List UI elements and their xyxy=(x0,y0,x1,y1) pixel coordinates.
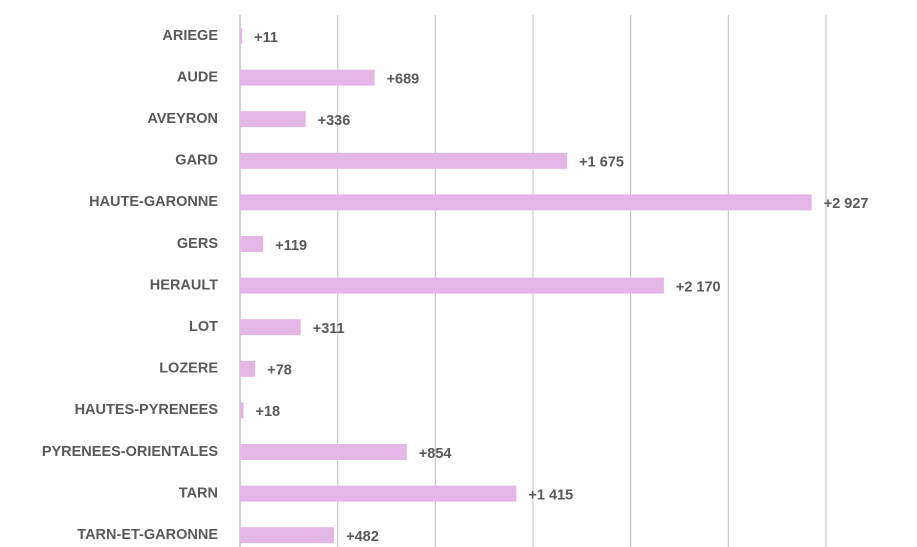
bar xyxy=(240,485,517,502)
value-label: +119 xyxy=(275,238,307,254)
y-tick-label: TARN xyxy=(179,485,218,501)
value-label: +689 xyxy=(387,71,420,87)
bar xyxy=(240,402,244,419)
bar xyxy=(240,152,568,169)
bar xyxy=(240,319,301,336)
y-tick-label: GERS xyxy=(177,236,218,252)
y-tick-label: HERAULT xyxy=(150,277,218,293)
bar xyxy=(240,277,664,294)
y-tick-label: GARD xyxy=(175,153,218,169)
bar xyxy=(240,236,264,252)
bar xyxy=(240,111,306,128)
y-tick-label: HAUTES-PYRENEES xyxy=(75,402,219,418)
y-tick-label: TARN-ET-GARONNE xyxy=(77,527,218,543)
value-label: +18 xyxy=(256,404,281,420)
value-label: +854 xyxy=(419,446,452,462)
value-label: +78 xyxy=(267,363,292,379)
bar xyxy=(240,69,375,86)
value-label: +336 xyxy=(318,113,351,129)
value-label: +11 xyxy=(254,30,278,46)
value-label: +1 675 xyxy=(579,155,624,171)
bar xyxy=(240,28,243,44)
value-label: +2 170 xyxy=(676,279,721,295)
value-label: +1 415 xyxy=(528,487,573,503)
y-tick-label: PYRENEES-ORIENTALES xyxy=(42,444,219,460)
y-tick-label: ARIEGE xyxy=(162,28,218,44)
y-tick-label: AVEYRON xyxy=(147,111,218,127)
bar xyxy=(240,194,812,211)
y-tick-label: LOZERE xyxy=(159,361,218,377)
bar xyxy=(240,444,407,460)
bar xyxy=(240,527,335,544)
y-tick-label: HAUTE-GARONNE xyxy=(89,194,218,210)
y-tick-label: AUDE xyxy=(177,69,218,85)
value-label: +482 xyxy=(346,529,379,545)
bar xyxy=(240,360,256,377)
value-label: +311 xyxy=(313,321,345,337)
value-label: +2 927 xyxy=(824,196,869,212)
y-tick-label: LOT xyxy=(189,319,218,335)
